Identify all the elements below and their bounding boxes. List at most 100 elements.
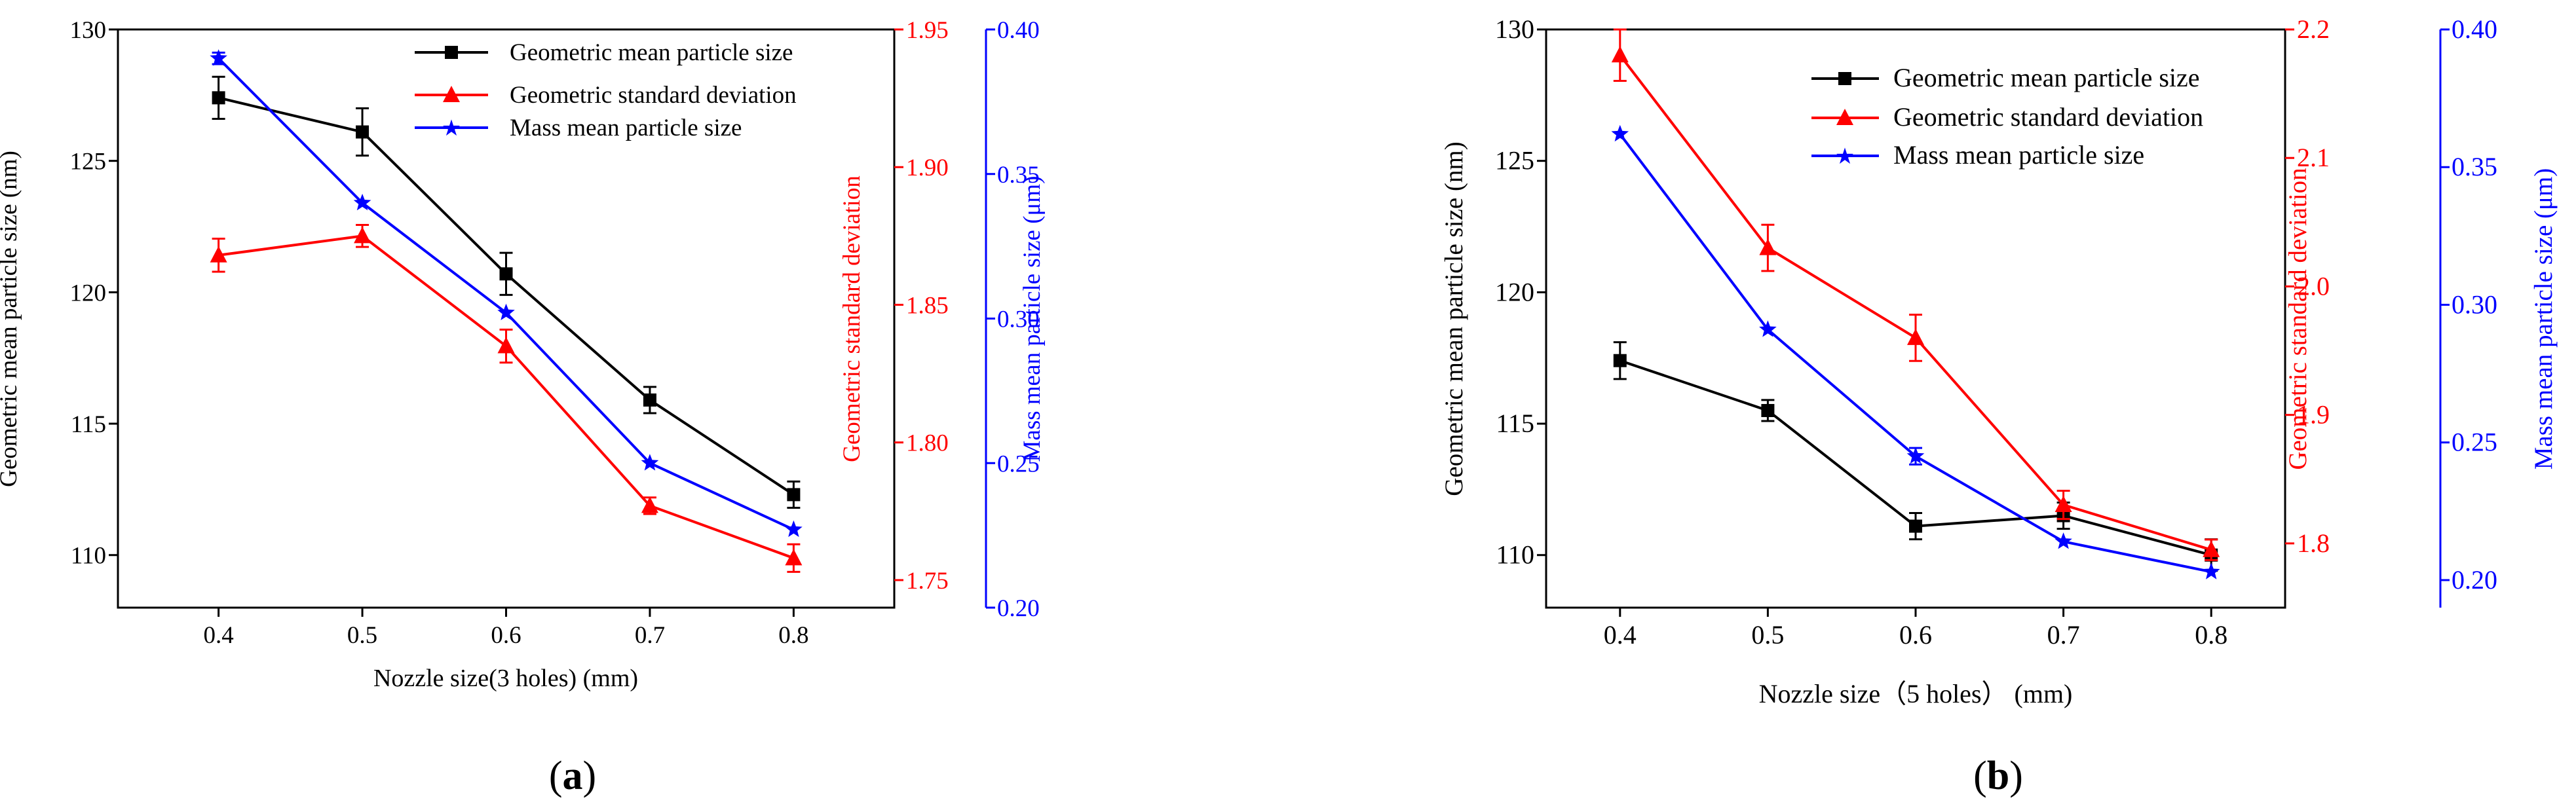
chart-a-legend-label-geometric-mean: Geometric mean particle size: [510, 39, 793, 66]
chart-a-panel-letter: a: [563, 754, 583, 798]
chart-b-left-y-tick-label: 115: [1496, 409, 1534, 438]
chart-a-legend-label-geometric-sd: Geometric standard deviation: [510, 82, 797, 109]
chart-b-right1-y-tick-label: 2.1: [2297, 143, 2330, 172]
chart-b-legend-label-mass-mean: Mass mean particle size: [1893, 140, 2144, 170]
chart-b-data-point-star: [1906, 447, 1925, 464]
chart-a: 0.4 0.5 0.6 0.7 0.8 110 115 120 125 130 1.75 1.80 1.…: [0, 17, 1046, 798]
chart-b-right1-y-tick-label: 1.8: [2297, 528, 2330, 558]
chart-b-data-point-triangle: [2203, 540, 2220, 557]
chart-b-right2-y-tick-label: 0.30: [2452, 289, 2497, 319]
chart-a-right1-y-tick-label: 1.85: [906, 292, 949, 319]
chart-b-legend-marker-triangle: [1836, 109, 1853, 125]
chart-a-right2-axis-label: Mass mean particle size (μm): [1019, 176, 1046, 462]
chart-a-data-point-triangle: [785, 549, 803, 566]
chart-a-right1-axis-label: Geometric standard deviation: [839, 175, 865, 462]
chart-b-right1-y-tick-label: 2.0: [2297, 271, 2330, 301]
chart-b-data-point-star: [1611, 124, 1629, 142]
chart-b-data-point-triangle: [1759, 238, 1777, 255]
chart-a-right1-y-tick-label: 1.95: [906, 17, 949, 44]
chart-a-data-point-star: [353, 193, 371, 211]
chart-b-legend-label-geometric-sd: Geometric standard deviation: [1893, 102, 2203, 132]
chart-b-left-y-tick-label: 120: [1495, 277, 1534, 306]
chart-b-x-tick-label: 0.8: [2195, 620, 2227, 650]
chart-b-right1-y-tick-label: 2.2: [2297, 14, 2330, 44]
chart-b-left-y-tick-label: 125: [1495, 146, 1534, 175]
chart-b-x-tick-label: 0.6: [1899, 620, 1932, 650]
chart-a-x-tick-label: 0.6: [491, 622, 521, 649]
chart-b-data-point-triangle: [2055, 496, 2072, 513]
chart-a-panel-label: (a): [549, 754, 596, 798]
chart-b-data-point-square: [1909, 519, 1922, 533]
chart-a-legend-marker-square: [445, 46, 458, 59]
chart-a-left-y-tick-label: 120: [70, 280, 107, 306]
chart-a-data-point-triangle: [354, 227, 371, 244]
chart-b-right1-y-tick-label: 1.9: [2297, 400, 2330, 430]
chart-a-left-y-tick-label: 130: [70, 17, 107, 44]
chart-b-legend-label-geometric-mean: Geometric mean particle size: [1893, 63, 2200, 92]
chart-b-left-y-tick-label: 110: [1496, 540, 1534, 570]
chart-a-left-y-tick-label: 125: [70, 149, 107, 175]
chart-a-legend-label-mass-mean: Mass mean particle size: [510, 115, 742, 141]
chart-a-data-point-square: [212, 91, 225, 105]
chart-b-legend-marker-square: [1838, 72, 1851, 85]
chart-b-left-y-tick-label: 130: [1495, 14, 1534, 44]
chart-a-data-point-triangle: [497, 337, 515, 354]
chart-b-panel-label: (b): [1973, 754, 2023, 798]
chart-b-right2-y-tick-label: 0.25: [2452, 428, 2497, 457]
chart-a-right2-y-tick-label: 0.35: [997, 162, 1040, 189]
chart-a-data-point-triangle: [641, 496, 658, 513]
chart-b-left-axis-label: Geometric mean particle size (nm): [1440, 141, 1468, 496]
chart-a-left-y-tick-label: 115: [71, 411, 106, 438]
chart-a-data-point-square: [787, 488, 801, 502]
chart-a-data-point-triangle: [210, 246, 227, 263]
chart-a-right1-y-tick-label: 1.75: [906, 568, 949, 595]
chart-b-right2-y-tick-label: 0.35: [2452, 152, 2497, 181]
chart-b-data-point-star: [2055, 532, 2072, 549]
chart-b-right2-axis-label: Mass mean particle size (μm): [2529, 168, 2558, 470]
chart-b-x-tick-label: 0.7: [2047, 620, 2080, 650]
chart-a-legend-marker-star: ★: [442, 117, 461, 141]
chart-a-right2-y-tick-label: 0.40: [997, 17, 1040, 44]
chart-a-data-point-star: [210, 49, 227, 66]
chart-b-right2-y-tick-label: 0.40: [2452, 14, 2497, 44]
chart-a-right2-y-tick-label: 0.30: [997, 306, 1040, 333]
chart-a-x-tick-label: 0.5: [347, 622, 377, 649]
chart-a-data-point-star: [497, 303, 515, 320]
chart-b-data-point-star: [2202, 562, 2220, 579]
chart-a-data-point-square: [643, 393, 656, 407]
chart-b-right1-axis-label: Geometric standard deviation: [2284, 168, 2312, 469]
chart-b-right2-y-tick-label: 0.20: [2452, 565, 2497, 595]
chart-b-legend: Geometric mean particle size Geometric s…: [1811, 63, 2203, 170]
chart-a-legend: Geometric mean particle size Geometric s…: [415, 39, 797, 141]
chart-a-right2-y-tick-label: 0.25: [997, 450, 1040, 477]
chart-a-right1-y-tick-label: 1.80: [906, 430, 949, 457]
chart-a-x-tick-label: 0.4: [203, 622, 233, 649]
chart-a-marks: 0.4 0.5 0.6 0.7 0.8 110 115 120 125 130 1.75 1.80 1.…: [70, 17, 1040, 649]
chart-b-data-point-square: [1613, 354, 1627, 367]
chart-a-right2-y-tick-label: 0.20: [997, 595, 1040, 622]
chart-b-legend-marker-star: ★: [1835, 145, 1855, 169]
chart-b-x-tick-label: 0.4: [1604, 620, 1637, 650]
chart-b-panel-letter: b: [1987, 754, 2009, 798]
chart-a-data-point-star: [641, 454, 659, 471]
chart-b-x-axis-label: Nozzle size（5 holes） (mm): [1759, 679, 2073, 708]
chart-b-data-point-triangle: [1611, 46, 1629, 63]
chart-b-data-point-square: [1761, 403, 1775, 417]
chart-a-data-point-square: [356, 125, 369, 139]
chart-a-left-axis-label: Geometric mean particle size (nm): [0, 151, 22, 487]
chart-a-x-axis-label: Nozzle size(3 holes) (mm): [373, 665, 638, 692]
chart-a-right1-y-tick-label: 1.90: [906, 155, 949, 181]
chart-b-x-tick-label: 0.5: [1751, 620, 1784, 650]
chart-b-data-point-triangle: [1907, 328, 1924, 345]
chart-a-x-tick-label: 0.8: [778, 622, 808, 649]
chart-a-x-tick-label: 0.7: [635, 622, 665, 649]
chart-a-data-point-square: [499, 267, 513, 281]
chart-a-left-y-tick-label: 110: [71, 543, 106, 570]
chart-b-marks: 0.4 0.5 0.6 0.7 0.8 110 115 120 125 130 1.8 1.9 2.0 2…: [1495, 14, 2497, 650]
chart-b: 0.4 0.5 0.6 0.7 0.8 110 115 120 125 130 1.8 1.9 2.0 2…: [1440, 14, 2558, 798]
chart-a-legend-marker-triangle: [443, 86, 460, 102]
chart-b-data-point-star: [1759, 320, 1777, 337]
chart-a-data-point-star: [785, 520, 803, 538]
